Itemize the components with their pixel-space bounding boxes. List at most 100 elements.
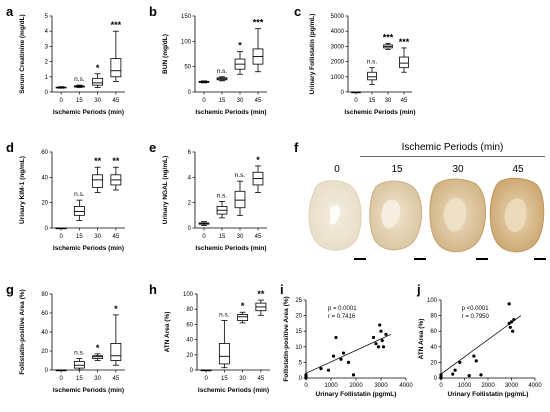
x-tick-label: 0 — [202, 234, 206, 240]
box-0 — [55, 369, 67, 372]
panel-a: a 0 1 2 3 4 5 Serum Creatinine (mg/dL) 0 15 n.s. 3… — [0, 0, 172, 125]
x-tick-label: 30 — [94, 98, 101, 104]
significance-label: n.s. — [74, 76, 85, 83]
box-15 — [73, 84, 85, 88]
panel-label: d — [6, 140, 14, 155]
y-tick-label: 80 — [41, 292, 48, 298]
data-point — [341, 351, 346, 355]
significance-label: * — [241, 301, 245, 311]
y-tick-label: 40 — [41, 175, 48, 181]
data-point — [319, 367, 323, 371]
box-0 — [198, 80, 210, 84]
y-tick-label: 5 — [45, 14, 49, 20]
y-tick-label: 0 — [188, 90, 192, 96]
panel-label: h — [149, 282, 157, 297]
micrograph-title-line — [360, 156, 545, 157]
data-point — [374, 342, 378, 346]
y-tick-label: 20 — [41, 201, 48, 207]
y-tick-label: 60 — [186, 322, 193, 328]
x-tick-label: 45 — [255, 98, 262, 104]
box-iqr — [73, 361, 85, 369]
box-0 — [200, 369, 212, 372]
data-point — [508, 325, 512, 329]
x-tick-label: 0 — [59, 376, 63, 382]
box-0 — [55, 86, 67, 89]
micrograph-label: 45 — [512, 164, 524, 175]
x-tick-label: 1000 — [458, 383, 472, 389]
panel-label: a — [6, 4, 14, 19]
y-tick-label: 0 — [299, 376, 303, 382]
x-axis-label: Ischemic Periods (min) — [195, 109, 266, 116]
x-tick-label: 15 — [369, 98, 376, 104]
y-tick-label: 0 — [45, 90, 49, 96]
x-tick-label: 15 — [76, 234, 83, 240]
y-tick-label: 4 — [188, 175, 192, 181]
panel-label: j — [417, 282, 421, 297]
box-iqr — [234, 190, 246, 209]
micrograph-label: 15 — [391, 164, 403, 175]
box-45 — [110, 166, 122, 191]
y-axis-label: Urinary KIM-1 (ng/mL) — [19, 156, 26, 224]
x-tick-label: 15 — [219, 98, 226, 104]
box-iqr — [218, 343, 230, 365]
box-30 — [383, 42, 393, 50]
box-iqr — [92, 174, 104, 188]
x-tick-label: 2000 — [349, 383, 363, 389]
x-tick-label: 0 — [202, 98, 206, 104]
x-axis-label: Urinary Follistatin (pg/mL) — [316, 391, 397, 398]
significance-label: *** — [253, 18, 264, 28]
data-point — [458, 360, 462, 364]
significance-label: *** — [399, 37, 410, 47]
box-30 — [234, 51, 246, 75]
x-tick-label: 45 — [258, 376, 265, 382]
x-tick-label: 4000 — [399, 383, 413, 389]
data-point — [380, 338, 384, 343]
data-point — [474, 359, 478, 363]
y-tick-label: 6 — [188, 150, 192, 156]
data-point — [467, 374, 471, 378]
r-value: r = 0.7416 — [328, 314, 356, 320]
y-axis-label: ATN Area (%) — [418, 319, 425, 360]
chart-j: 0 20 40 60 80 100 ATN Area (%) 0 1000 2000 3000 400… — [418, 298, 542, 398]
y-axis-label: Serum Creatinine (mg/dL) — [19, 14, 26, 93]
data-point — [451, 372, 455, 376]
x-tick-label: 15 — [76, 98, 83, 104]
data-point — [439, 373, 443, 377]
micrograph-label: 0 — [334, 164, 340, 175]
chart-i: 0 5 10 15 20 25 Follistatin-positive Area (%) 0… — [283, 296, 413, 398]
y-tick-label: 1000 — [331, 75, 345, 81]
chart-d: 0 20 40 60 Urinary KIM-1 (ng/mL) 0 15 n.s. 30 ** 4… — [19, 150, 125, 252]
kidney-section-0 — [308, 180, 366, 260]
box-15 — [73, 199, 85, 221]
y-tick-label: 50 — [184, 65, 191, 71]
y-tick-label: 20 — [186, 353, 193, 359]
significance-label: n.s. — [235, 172, 246, 179]
y-tick-label: 60 — [41, 311, 48, 317]
y-tick-label: 40 — [186, 338, 193, 344]
x-axis-label: Ischemic Periods (min) — [198, 387, 269, 394]
y-tick-label: 0 — [434, 376, 438, 382]
box-30 — [92, 353, 104, 361]
y-tick-label: 150 — [181, 14, 192, 20]
data-point — [453, 368, 457, 372]
y-axis-label: Follistatin-positive Area (%) — [19, 289, 26, 374]
box-iqr — [110, 58, 122, 78]
x-tick-label: 3000 — [505, 383, 519, 389]
panel-label: i — [280, 282, 284, 297]
box-15 — [367, 67, 377, 85]
x-tick-label: 45 — [255, 234, 262, 240]
y-tick-label: 60 — [41, 150, 48, 156]
panel-label: f — [294, 140, 299, 155]
x-tick-label: 0 — [354, 98, 358, 104]
panel-b: b 0 50 100 150 BUN (mg/dL) 0 15 n.s. 30 * 45 *** Isc… — [145, 0, 317, 125]
panel-i: i 0 5 10 15 20 25 Follistatin-positive Area (%… — [278, 280, 418, 407]
x-axis-label: Urinary Follistatin (pg/mL) — [448, 391, 529, 398]
data-point — [511, 329, 515, 333]
y-tick-label: 20 — [295, 314, 302, 320]
panel-label: b — [149, 4, 157, 19]
y-tick-label: 100 — [181, 39, 192, 45]
box-30 — [92, 73, 104, 88]
y-tick-label: 0 — [45, 368, 49, 374]
x-tick-label: 0 — [439, 383, 443, 389]
